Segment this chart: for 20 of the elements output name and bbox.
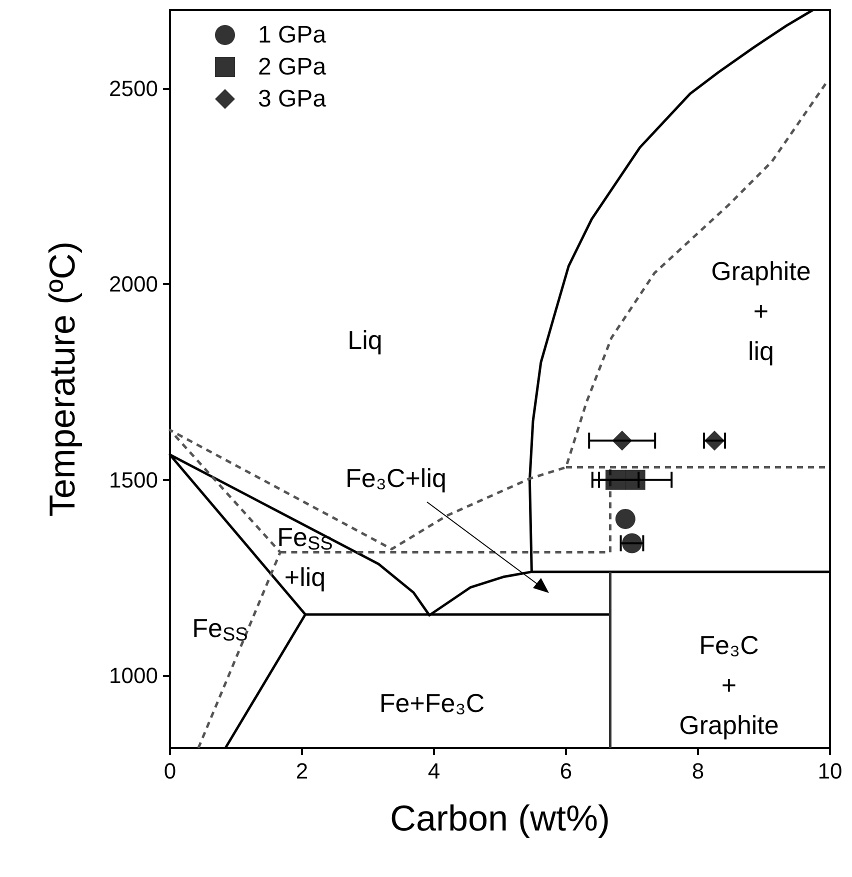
y-tick-label: 1000 xyxy=(109,663,158,688)
x-tick-label: 4 xyxy=(428,758,440,784)
legend-label: 3 GPa xyxy=(258,86,327,112)
y-tick-label: 1500 xyxy=(109,467,158,492)
x-tick-label: 0 xyxy=(164,758,176,784)
x-axis-title: Carbon (wt%) xyxy=(390,798,610,838)
y-axis-title: Temperature (ºC) xyxy=(42,241,82,517)
x-tick-label: 2 xyxy=(296,758,308,784)
legend-label: 1 GPa xyxy=(258,22,327,48)
annotation: Fe₃C+liq xyxy=(346,463,446,493)
x-tick-label: 8 xyxy=(692,758,704,784)
annotation: Graphite + liq xyxy=(711,256,811,366)
x-tick-label: 10 xyxy=(818,758,842,784)
x-tick-label: 6 xyxy=(560,758,572,784)
annotation: Fe+Fe₃C xyxy=(379,688,485,718)
legend-label: 2 GPa xyxy=(258,54,327,80)
annotation: Fe₃C + Graphite xyxy=(679,630,779,740)
y-tick-label: 2000 xyxy=(109,272,158,297)
annotation: Liq xyxy=(348,325,382,355)
y-tick-label: 2500 xyxy=(109,76,158,101)
